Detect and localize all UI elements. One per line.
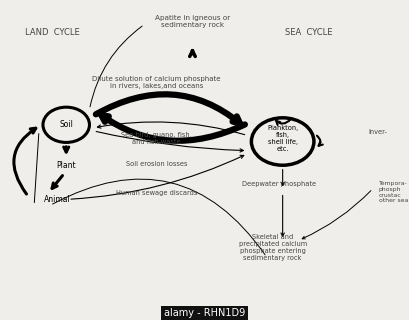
FancyArrowPatch shape bbox=[71, 155, 244, 199]
FancyArrowPatch shape bbox=[101, 115, 245, 141]
Text: Sea bird, guano, fish,
and fish waste: Sea bird, guano, fish, and fish waste bbox=[121, 132, 192, 145]
Text: alamy - RHN1D9: alamy - RHN1D9 bbox=[164, 308, 245, 318]
Text: Deepwater phosphate: Deepwater phosphate bbox=[242, 181, 316, 187]
Text: Animal: Animal bbox=[44, 195, 71, 204]
Text: Tempora-
phosph
crustac
other sea: Tempora- phosph crustac other sea bbox=[379, 181, 408, 204]
FancyArrowPatch shape bbox=[53, 179, 265, 255]
Text: Apatite in igneous or
sedimentary rock: Apatite in igneous or sedimentary rock bbox=[155, 15, 230, 28]
FancyArrowPatch shape bbox=[14, 128, 36, 194]
Text: Plant: Plant bbox=[56, 161, 76, 170]
FancyArrowPatch shape bbox=[34, 134, 39, 203]
FancyArrowPatch shape bbox=[302, 191, 371, 239]
Text: Inver-: Inver- bbox=[369, 129, 388, 135]
FancyArrowPatch shape bbox=[276, 119, 291, 125]
Text: Human sewage discards: Human sewage discards bbox=[116, 190, 197, 196]
Text: SEA  CYCLE: SEA CYCLE bbox=[285, 28, 333, 36]
FancyArrowPatch shape bbox=[97, 122, 245, 135]
Text: Dilute solution of calcium phosphate
in rivers, lakes,and oceans: Dilute solution of calcium phosphate in … bbox=[92, 76, 220, 89]
Text: Soil erosion losses: Soil erosion losses bbox=[126, 161, 187, 167]
Text: Soil: Soil bbox=[59, 120, 73, 129]
FancyArrowPatch shape bbox=[90, 26, 142, 107]
Text: Skeletal and
precipitated calcium
phosphate entering
sedimentary rock: Skeletal and precipitated calcium phosph… bbox=[238, 234, 307, 261]
FancyArrowPatch shape bbox=[96, 132, 243, 152]
FancyArrowPatch shape bbox=[317, 136, 323, 146]
Text: Plankton,
fish,
shell life,
etc.: Plankton, fish, shell life, etc. bbox=[267, 125, 298, 152]
Text: LAND  CYCLE: LAND CYCLE bbox=[25, 28, 80, 36]
FancyArrowPatch shape bbox=[96, 94, 240, 123]
